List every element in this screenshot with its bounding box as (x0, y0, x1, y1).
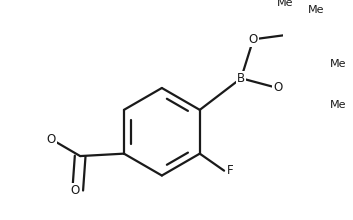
Text: O: O (249, 33, 258, 46)
Text: O: O (273, 81, 282, 94)
Text: Me: Me (330, 100, 347, 110)
Text: B: B (237, 72, 245, 85)
Text: Me: Me (277, 0, 293, 8)
Text: Me: Me (330, 59, 347, 69)
Text: O: O (46, 133, 56, 146)
Text: O: O (71, 184, 80, 197)
Text: F: F (227, 164, 233, 177)
Text: Me: Me (308, 5, 325, 15)
